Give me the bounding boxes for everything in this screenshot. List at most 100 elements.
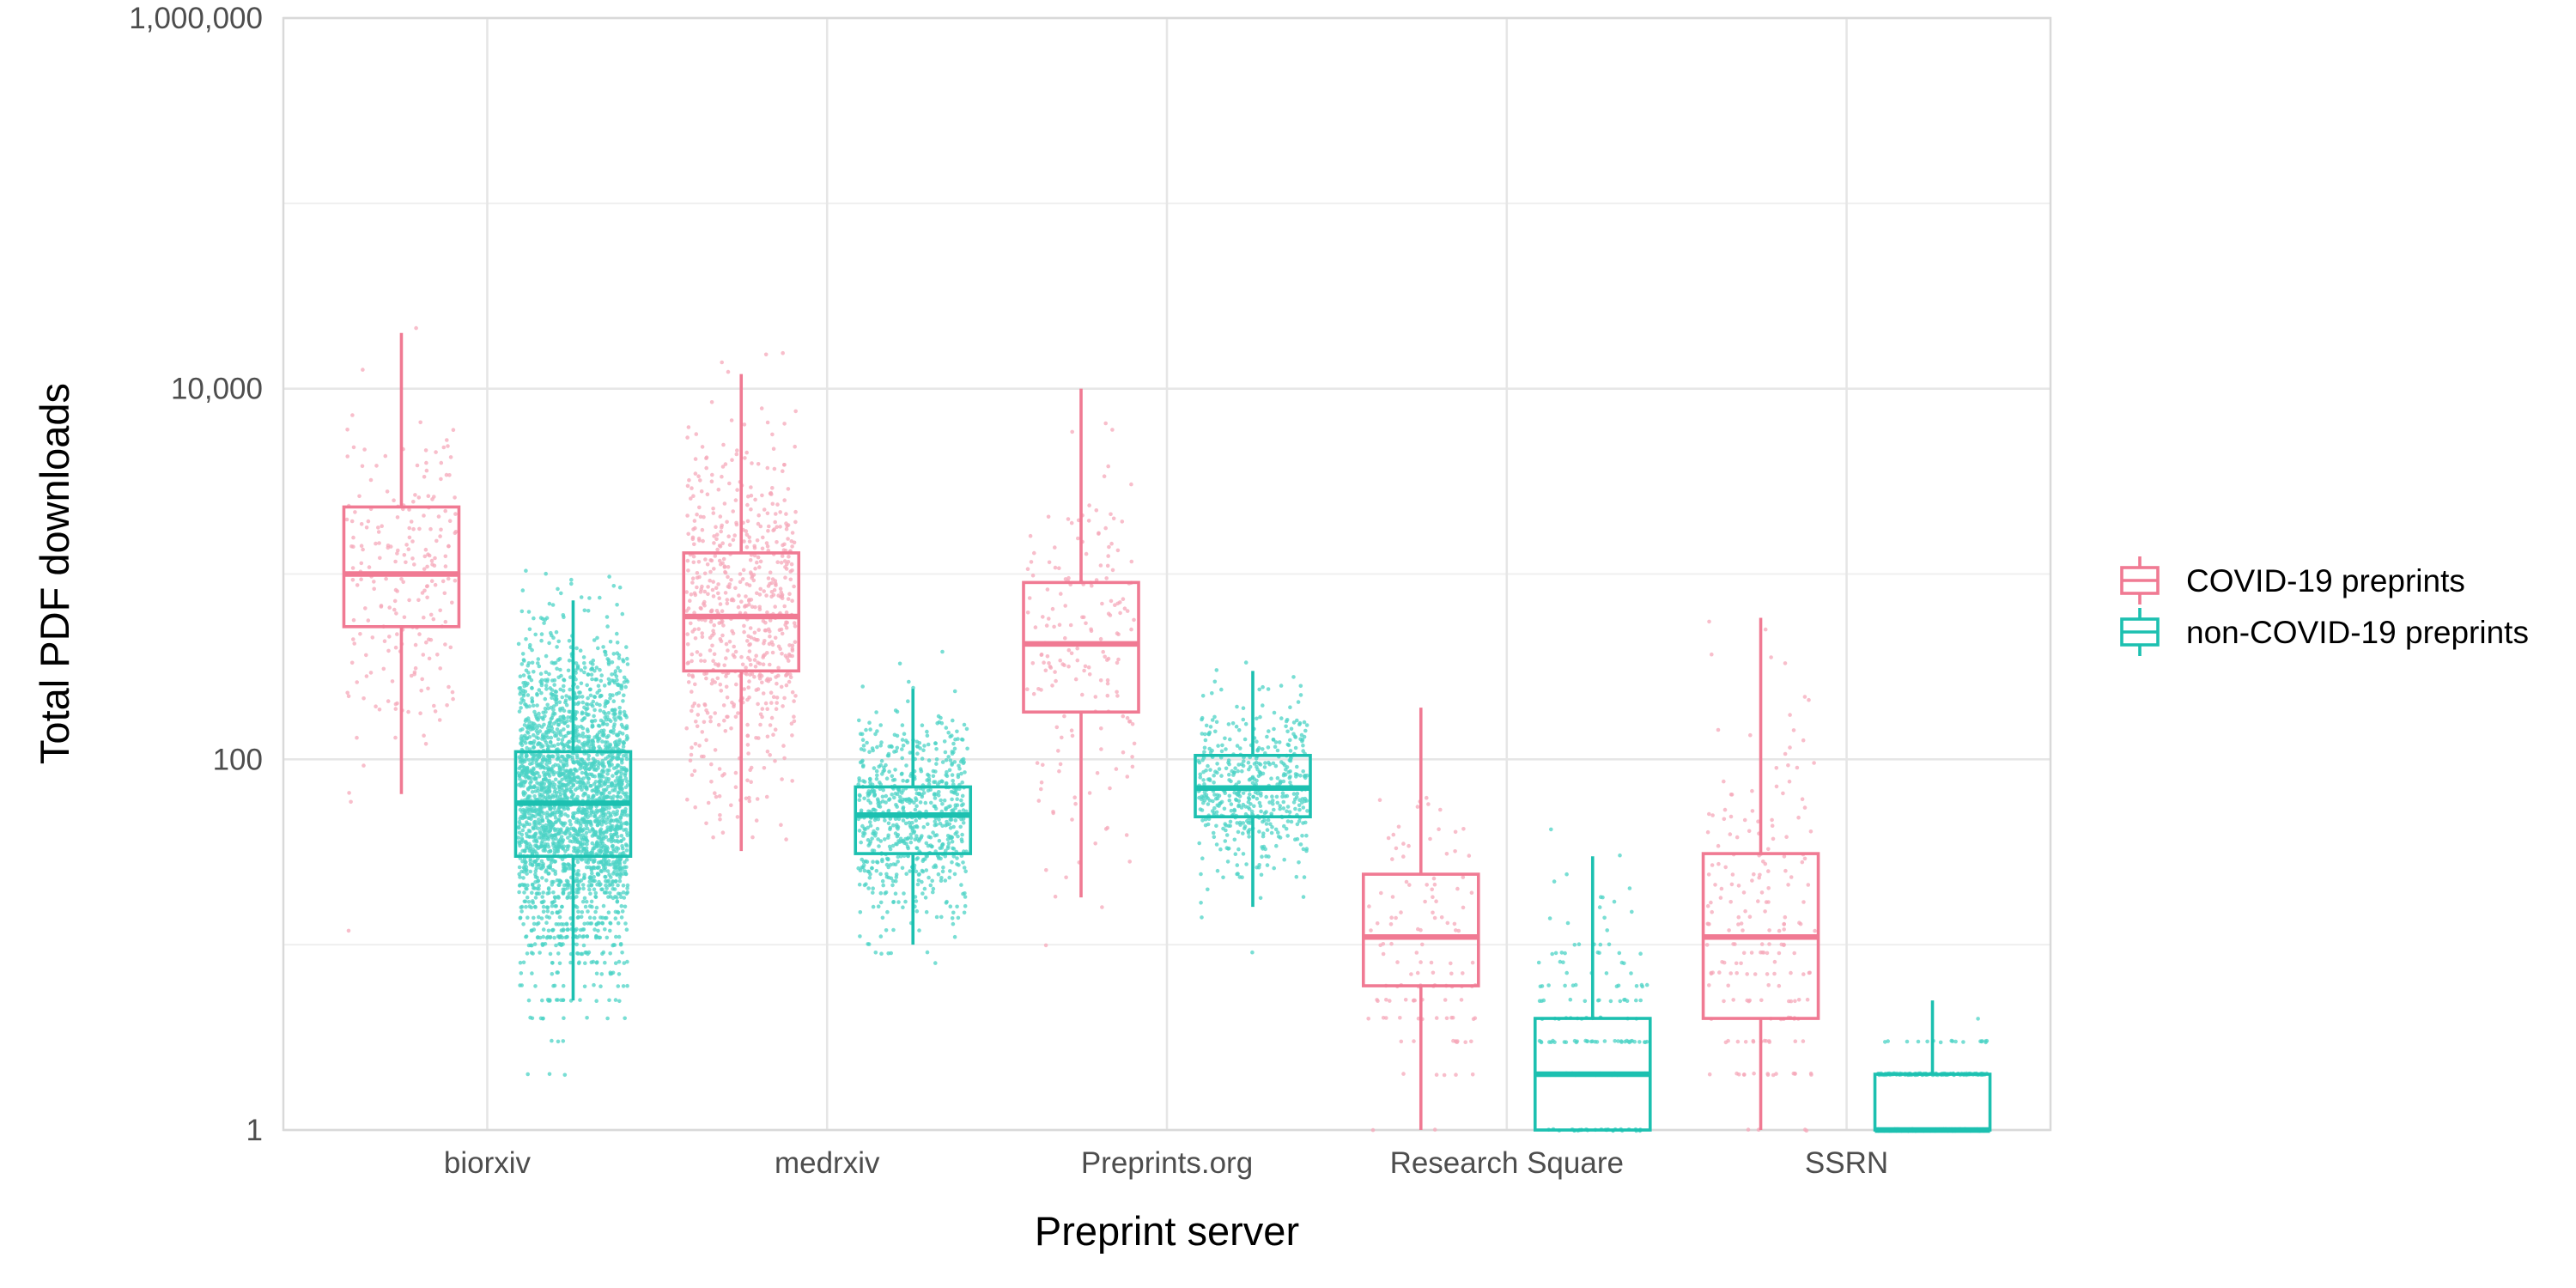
data-point	[616, 753, 620, 758]
data-point	[749, 485, 753, 489]
data-point	[895, 745, 900, 750]
data-point	[576, 807, 580, 812]
data-point	[524, 840, 528, 844]
data-point	[1052, 624, 1056, 629]
data-point	[713, 748, 718, 752]
data-point	[1288, 738, 1292, 743]
data-point	[1783, 751, 1788, 756]
data-point	[601, 950, 606, 955]
data-point	[547, 890, 551, 895]
data-point	[556, 718, 561, 722]
data-point	[1728, 832, 1733, 836]
data-point	[561, 821, 566, 826]
data-point	[619, 787, 623, 792]
data-point	[1716, 727, 1721, 732]
data-point	[1443, 998, 1448, 1002]
data-point	[717, 558, 722, 563]
data-point	[541, 861, 545, 866]
data-point	[910, 820, 914, 825]
data-point	[412, 562, 416, 567]
data-point	[617, 972, 622, 976]
data-point	[1103, 827, 1109, 831]
data-point	[717, 767, 722, 771]
data-point	[1756, 899, 1760, 903]
data-point	[596, 723, 601, 728]
data-point	[580, 833, 586, 837]
data-point	[580, 718, 585, 723]
data-point	[952, 872, 957, 877]
data-point	[1084, 551, 1089, 556]
data-point	[886, 833, 890, 838]
data-point	[1054, 725, 1060, 730]
data-point	[733, 498, 738, 502]
data-point	[526, 915, 530, 920]
data-point	[950, 916, 955, 920]
data-point	[538, 831, 543, 835]
data-point	[1044, 868, 1048, 872]
data-point	[710, 587, 715, 592]
data-point	[1787, 779, 1792, 784]
data-point	[1242, 759, 1246, 763]
data-point	[516, 641, 521, 647]
data-point	[690, 708, 694, 714]
data-point	[1765, 951, 1770, 956]
data-point	[774, 675, 778, 679]
data-point	[1456, 928, 1461, 933]
data-point	[532, 616, 536, 621]
data-point	[1783, 868, 1788, 873]
data-point	[721, 703, 726, 708]
data-point	[534, 776, 538, 781]
point-group	[1196, 660, 1309, 955]
data-point	[1801, 900, 1806, 904]
data-point	[753, 665, 758, 669]
data-point	[962, 722, 967, 727]
data-point	[1084, 621, 1088, 626]
data-point	[1237, 794, 1242, 799]
data-point	[550, 1038, 554, 1043]
data-point	[576, 761, 581, 765]
data-point	[562, 727, 566, 732]
data-point	[872, 831, 877, 836]
data-point	[361, 368, 365, 372]
data-point	[615, 872, 619, 878]
data-point	[725, 601, 730, 606]
data-point	[704, 708, 708, 713]
data-point	[411, 500, 416, 504]
data-point	[554, 943, 558, 948]
data-point	[549, 717, 553, 721]
data-point	[437, 718, 442, 722]
data-point	[619, 822, 623, 826]
data-point	[1107, 544, 1111, 550]
data-point	[609, 758, 613, 763]
data-point	[1285, 809, 1289, 814]
data-point	[366, 618, 371, 623]
data-point	[623, 773, 628, 778]
data-point	[1788, 713, 1792, 717]
data-point	[1378, 943, 1382, 948]
data-point	[567, 779, 571, 784]
data-point	[712, 534, 716, 538]
data-point	[545, 677, 550, 682]
data-point	[914, 869, 919, 874]
data-point	[1709, 970, 1714, 975]
data-point	[914, 908, 920, 914]
data-point	[1236, 728, 1242, 732]
data-point	[526, 776, 532, 781]
data-point	[1255, 865, 1259, 870]
data-point	[1130, 755, 1134, 759]
data-point	[1434, 1072, 1439, 1077]
data-point	[347, 791, 351, 795]
data-point	[575, 833, 580, 837]
data-point	[544, 797, 550, 801]
data-point	[865, 860, 870, 864]
data-point	[723, 462, 728, 466]
data-point	[550, 879, 555, 884]
data-point	[962, 910, 967, 915]
data-point	[562, 1016, 566, 1020]
data-point	[387, 605, 392, 610]
data-point	[952, 760, 957, 764]
data-point	[1224, 833, 1230, 837]
data-point	[879, 740, 884, 744]
data-point	[1030, 661, 1036, 665]
data-point	[568, 896, 573, 900]
